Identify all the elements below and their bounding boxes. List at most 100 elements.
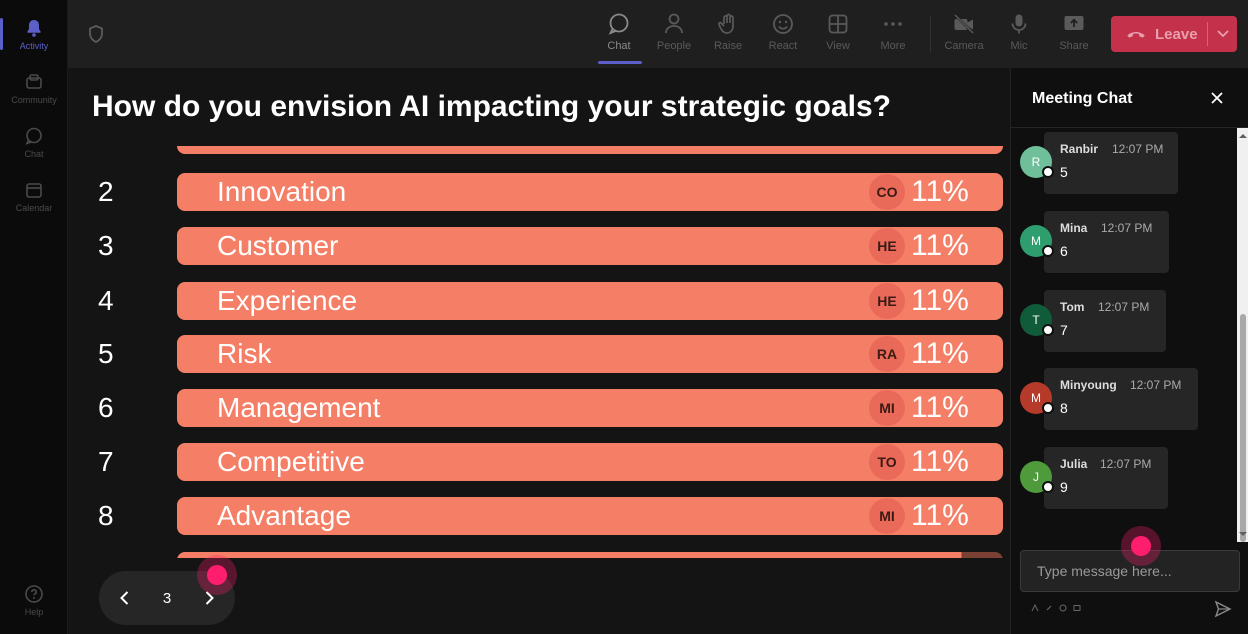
option-label: Experience — [217, 285, 358, 316]
option-label: Innovation — [217, 176, 347, 207]
hang-up-icon — [1127, 31, 1145, 38]
voter-avatar: RA — [869, 336, 905, 372]
avatar-initial: M — [1031, 234, 1041, 248]
scroll-up-icon[interactable] — [1239, 132, 1247, 140]
voter-avatar: HE — [869, 283, 905, 319]
poll-bar — [177, 146, 1003, 154]
poll-bar — [177, 552, 1003, 558]
message-text: 5 — [1060, 164, 1068, 180]
rail-item-chat[interactable]: Chat — [0, 116, 68, 168]
toolbar-raise-button[interactable]: Raise — [701, 8, 755, 64]
avatar-initial: T — [1032, 313, 1040, 327]
rail-item-help[interactable]: Help — [0, 574, 68, 626]
chat-message-input[interactable] — [1020, 550, 1240, 592]
rail-item-calendar[interactable]: Calendar — [0, 170, 68, 222]
row-number: 6 — [98, 392, 114, 423]
toolbar-view-button[interactable]: View — [811, 8, 865, 64]
poll-stage: How do you envision AI impacting your st… — [68, 68, 1010, 634]
chat-scrollbar[interactable] — [1237, 128, 1248, 542]
meeting-chat-panel: Meeting Chat Ranbir 12:07 PM 5 R Mina 12… — [1010, 68, 1248, 634]
left-rail: Activity Community Chat Calendar Help — [0, 0, 68, 634]
scroll-thumb[interactable] — [1240, 314, 1246, 542]
status-dot — [1042, 166, 1054, 178]
attach-icon[interactable] — [1045, 604, 1053, 612]
option-percent: 11% — [911, 499, 969, 532]
chat-header: Meeting Chat — [1011, 68, 1248, 128]
chat-message: Mina 12:07 PM 6 M — [1011, 211, 1237, 275]
toolbar-share-button[interactable]: Share — [1047, 8, 1101, 64]
option-label: Risk — [217, 338, 272, 369]
avatar: M — [1020, 225, 1054, 257]
voter-avatar: HE — [869, 228, 905, 264]
leave-button[interactable]: Leave — [1111, 16, 1237, 52]
toolbar-more-button[interactable]: More — [866, 8, 920, 64]
toolbar-label: Chat — [607, 40, 631, 52]
row-number: 5 — [98, 338, 114, 369]
voter-avatar: MI — [869, 498, 905, 534]
format-icon[interactable] — [1031, 604, 1039, 612]
shield-icon[interactable] — [86, 24, 106, 44]
toolbar-chat-button[interactable]: Chat — [592, 8, 646, 64]
poll-row: 4 Experience HE 11% — [68, 282, 1010, 322]
toolbar-mic-button[interactable]: Mic — [992, 8, 1046, 64]
rail-label: Community — [11, 94, 57, 105]
close-icon[interactable] — [1209, 90, 1225, 106]
row-number: 2 — [98, 176, 114, 207]
row-number: 4 — [98, 285, 114, 316]
poll-bar: Advantage MI 11% — [177, 497, 1003, 535]
chat-message: Ranbir 12:07 PM 5 R — [1011, 132, 1237, 196]
poll-bar: Management MI 11% — [177, 389, 1003, 427]
poll-results: 2 Innovation CO 11% 3 Customer HE 11% 4 … — [68, 146, 1010, 558]
click-indicator — [197, 555, 237, 595]
toolbar-camera-button[interactable]: Camera — [937, 8, 991, 64]
smile-icon — [773, 14, 793, 34]
calendar-icon — [26, 182, 42, 198]
chevron-down-icon[interactable] — [1215, 25, 1231, 41]
voter-avatar: TO — [869, 444, 905, 480]
option-percent: 11% — [911, 175, 969, 208]
toolbar-label: View — [826, 40, 850, 52]
community-icon — [26, 73, 42, 89]
people-icon — [665, 13, 683, 34]
rail-item-community[interactable]: Community — [0, 62, 68, 114]
poll-row: 3 Customer HE 11% — [68, 227, 1010, 267]
chat-icon — [608, 13, 629, 35]
option-percent: 11% — [911, 284, 969, 317]
gif-icon[interactable] — [1073, 604, 1081, 612]
scroll-down-icon[interactable] — [1239, 530, 1247, 538]
chevron-left-icon[interactable] — [115, 588, 135, 608]
help-icon — [25, 584, 43, 603]
camera-off-icon — [954, 14, 974, 34]
message-text: 7 — [1060, 322, 1068, 338]
avatar: M — [1020, 382, 1054, 414]
message-bubble: Tom 12:07 PM 7 — [1044, 290, 1166, 352]
rail-label: Help — [24, 606, 44, 617]
message-time: 12:07 PM — [1101, 221, 1153, 235]
poll-bar: Experience HE 11% — [177, 282, 1003, 320]
voter-avatar: CO — [869, 174, 905, 210]
grid-icon — [828, 14, 848, 34]
share-icon — [1064, 16, 1084, 30]
option-percent: 11% — [911, 445, 969, 478]
rail-item-activity[interactable]: Activity — [0, 8, 68, 60]
message-time: 12:07 PM — [1112, 142, 1164, 156]
message-bubble: Mina 12:07 PM 6 — [1044, 211, 1169, 273]
chevron-right-icon[interactable] — [199, 588, 219, 608]
toolbar-react-button[interactable]: React — [756, 8, 810, 64]
send-icon[interactable] — [1214, 600, 1232, 618]
emoji-icon[interactable] — [1059, 604, 1067, 612]
toolbar-people-button[interactable]: People — [647, 8, 701, 64]
avatar-initial: M — [1031, 391, 1041, 405]
option-percent: 11% — [911, 229, 969, 262]
toolbar-divider — [930, 16, 931, 52]
avatar: R — [1020, 146, 1054, 178]
toolbar-label: More — [880, 40, 906, 52]
raise-hand-icon — [718, 13, 734, 34]
meeting-toolbar: Chat People Raise React View More Camera — [68, 0, 1248, 68]
option-label: Competitive — [217, 446, 365, 477]
chat-icon — [25, 127, 42, 145]
row-number: 7 — [98, 446, 114, 477]
message-text: 8 — [1060, 400, 1068, 416]
poll-bar: Risk RA 11% — [177, 335, 1003, 373]
leave-divider — [1207, 22, 1208, 46]
